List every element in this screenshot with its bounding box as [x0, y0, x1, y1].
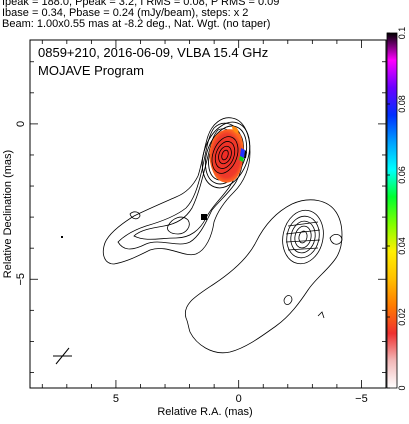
colorbar-tick-label: 0.06 — [397, 166, 407, 184]
se-small-contour-b — [283, 295, 293, 305]
y-tick-label: −5 — [15, 273, 27, 286]
axes: 5 0 −5 0 −5 — [15, 40, 387, 405]
core-edge-green — [239, 156, 244, 162]
core-edge-blue — [240, 148, 245, 158]
colorbar-tick-label: 0 — [397, 385, 407, 390]
colorbar-tick-label: 0.04 — [397, 237, 407, 255]
jet-small-contour — [129, 211, 141, 220]
colorbar-tick-label: 0.02 — [397, 308, 407, 326]
x-tick-label: −5 — [355, 393, 368, 405]
jet-dark-knot — [201, 214, 207, 220]
colorbar-tick-label: 0.1 — [397, 27, 407, 40]
colorbar-tick-label: 0.08 — [397, 95, 407, 113]
y-tick-label: 0 — [15, 121, 27, 127]
beam-marker — [53, 347, 72, 365]
se-component-hatching — [285, 221, 321, 251]
map-area — [53, 117, 343, 365]
header-line-2: Ibase = 0.34, Pbase = 0.24 (mJy/beam), s… — [2, 7, 249, 19]
header-line-1: Ipeak = 188.0, Ppeak = 3.2, I RMS = 0.08… — [2, 0, 280, 8]
header-line-3: Beam: 1.00x0.55 mas at -8.2 deg., Nat. W… — [2, 18, 271, 30]
se-component-contours — [282, 209, 324, 265]
se-small-contour-c — [317, 311, 325, 319]
core-edge-orange — [232, 126, 239, 134]
colorbar: 0 0.02 0.04 0.06 0.08 0.1 — [386, 27, 407, 391]
colorbar-gradient — [386, 32, 398, 389]
se-component-contour-outer — [184, 199, 343, 354]
y-axis-label: Relative Declination (mas) — [2, 150, 14, 278]
plot-title-line2: MOJAVE Program — [38, 63, 144, 78]
jet-knot-contour — [167, 216, 190, 235]
x-tick-label: 0 — [236, 393, 242, 405]
plot-frame — [29, 39, 387, 389]
jet-contour-outer — [102, 117, 251, 265]
core-inner-contours — [211, 136, 239, 174]
se-small-contour-a — [329, 234, 343, 245]
x-tick-label: 5 — [113, 393, 119, 405]
x-axis-label: Relative R.A. (mas) — [157, 406, 252, 418]
noise-dot-left — [61, 236, 63, 238]
plot-title-line1: 0859+210, 2016-06-09, VLBA 15.4 GHz — [38, 45, 268, 60]
core-edge-black — [244, 150, 247, 158]
